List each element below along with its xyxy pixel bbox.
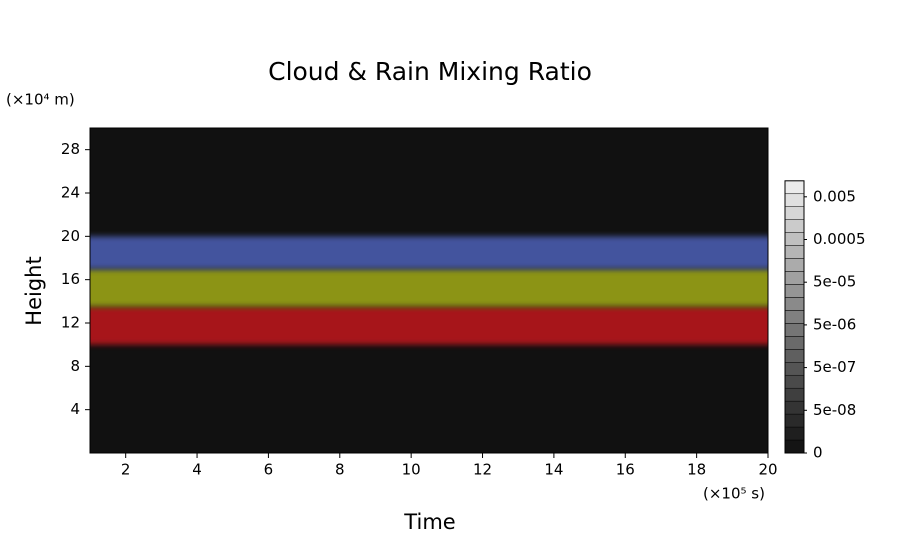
colorbar-label: 0.0005 bbox=[813, 230, 866, 248]
x-tick-label: 4 bbox=[192, 461, 202, 479]
x-tick-label: 6 bbox=[264, 461, 274, 479]
y-axis-title: Height bbox=[22, 256, 46, 325]
x-tick-label: 8 bbox=[335, 461, 345, 479]
x-tick-label: 10 bbox=[402, 461, 421, 479]
colorbar-swatch bbox=[784, 232, 805, 246]
x-unit: (×10⁵ s) bbox=[703, 485, 765, 503]
x-tick-label: 18 bbox=[687, 461, 706, 479]
y-tick-label: 4 bbox=[70, 400, 80, 418]
x-tick-label: 16 bbox=[616, 461, 635, 479]
colorbar-swatch bbox=[784, 193, 805, 207]
colorbar-swatch bbox=[784, 219, 805, 233]
colorbar-swatch bbox=[784, 258, 805, 272]
colorbar-swatch bbox=[784, 439, 805, 454]
colorbar-label: 0 bbox=[813, 444, 823, 462]
colorbar-frame bbox=[784, 180, 805, 454]
y-tick-label: 16 bbox=[61, 270, 80, 288]
plot-frame bbox=[89, 127, 769, 454]
y-tick-label: 8 bbox=[70, 357, 80, 375]
colorbar-swatch bbox=[784, 180, 805, 195]
x-tick-label: 14 bbox=[544, 461, 563, 479]
x-tick-label: 2 bbox=[121, 461, 131, 479]
colorbar-swatch bbox=[784, 400, 805, 415]
colorbar-swatch bbox=[784, 310, 805, 324]
colorbar-label: 5e-05 bbox=[813, 273, 856, 291]
x-tick-label: 20 bbox=[758, 461, 777, 479]
y-tick-label: 12 bbox=[61, 314, 80, 332]
colorbar-swatch bbox=[784, 374, 805, 389]
band bbox=[90, 306, 768, 345]
colorbar-label: 5e-06 bbox=[813, 315, 856, 333]
colorbar-label: 5e-07 bbox=[813, 358, 856, 376]
chart-title: Cloud & Rain Mixing Ratio bbox=[268, 57, 592, 86]
colorbar-swatch bbox=[784, 297, 805, 311]
y-tick-label: 20 bbox=[61, 227, 80, 245]
band bbox=[90, 268, 768, 307]
colorbar-swatch bbox=[784, 206, 805, 220]
colorbar-label: 5e-08 bbox=[813, 401, 856, 419]
plot-area bbox=[90, 128, 768, 453]
colorbar-swatch bbox=[784, 349, 805, 363]
y-unit: (×10⁴ m) bbox=[6, 91, 75, 109]
y-tick-label: 24 bbox=[61, 184, 80, 202]
colorbar-swatch bbox=[784, 245, 805, 259]
colorbar-swatch bbox=[784, 413, 805, 428]
colorbar-label: 0.005 bbox=[813, 187, 856, 205]
colorbar-swatch bbox=[784, 271, 805, 285]
colorbar-swatch bbox=[784, 387, 805, 402]
colorbar: 0 5e-08 5e-07 5e-06 5e-05 0.0005 0.005 bbox=[784, 180, 866, 462]
y-tick-label: 28 bbox=[61, 140, 80, 158]
colorbar-swatch bbox=[784, 284, 805, 298]
colorbar-swatch bbox=[784, 362, 805, 376]
band bbox=[90, 236, 768, 269]
x-axis-title: Time bbox=[403, 510, 455, 534]
colorbar-swatch bbox=[784, 323, 805, 337]
x-tick-label: 12 bbox=[473, 461, 492, 479]
colorbar-swatch bbox=[784, 336, 805, 350]
colorbar-swatch bbox=[784, 426, 805, 441]
